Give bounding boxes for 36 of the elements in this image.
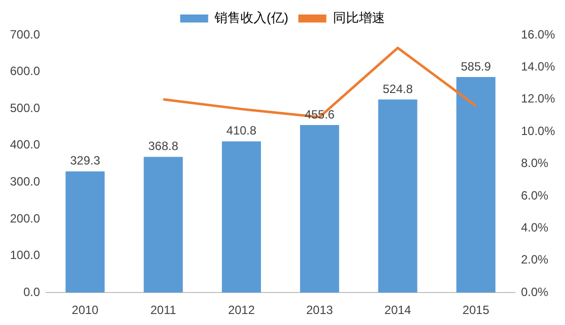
y-tick-label: 300.0 <box>10 174 40 189</box>
data-label: 368.8 <box>148 139 179 154</box>
y-tick-label: 200.0 <box>10 211 40 226</box>
y-tick-label: 600.0 <box>10 64 40 78</box>
x-tick-label: 2015 <box>462 303 490 318</box>
data-label: 410.8 <box>226 124 257 138</box>
legend-label: 销售收入(亿) <box>214 10 288 26</box>
data-label: 524.8 <box>382 82 414 96</box>
y2-tick-label: 0.0% <box>520 284 549 299</box>
bar <box>300 124 340 293</box>
y2-tick-label: 6.0% <box>520 188 549 202</box>
bar <box>456 76 496 293</box>
x-tick-label: 2010 <box>72 303 99 318</box>
y2-tick-label: 4.0% <box>520 220 549 235</box>
x-tick-label: 2012 <box>228 303 256 318</box>
bar <box>378 99 418 293</box>
y2-tick-label: 10.0% <box>520 124 556 138</box>
bar <box>66 171 105 293</box>
data-label: 329.3 <box>70 154 100 168</box>
y-tick-label: 100.0 <box>10 248 40 262</box>
y-tick-label: 700.0 <box>10 27 40 42</box>
data-label: 585.9 <box>460 59 492 74</box>
x-tick-label: 2014 <box>384 303 412 318</box>
x-tick-label: 2011 <box>150 303 176 318</box>
y2-tick-label: 8.0% <box>520 156 549 170</box>
bar <box>222 141 261 293</box>
y-tick-label: 0.0 <box>23 284 40 299</box>
y2-tick-label: 14.0% <box>520 60 556 74</box>
y2-tick-label: 2.0% <box>520 252 549 267</box>
x-tick-label: 2013 <box>306 303 334 318</box>
y-tick-label: 400.0 <box>10 138 40 152</box>
y2-tick-label: 16.0% <box>520 27 556 42</box>
y-tick-label: 500.0 <box>10 100 40 115</box>
y2-tick-label: 12.0% <box>520 92 556 106</box>
legend-label: 同比增速 <box>332 10 385 26</box>
bar <box>144 156 183 293</box>
